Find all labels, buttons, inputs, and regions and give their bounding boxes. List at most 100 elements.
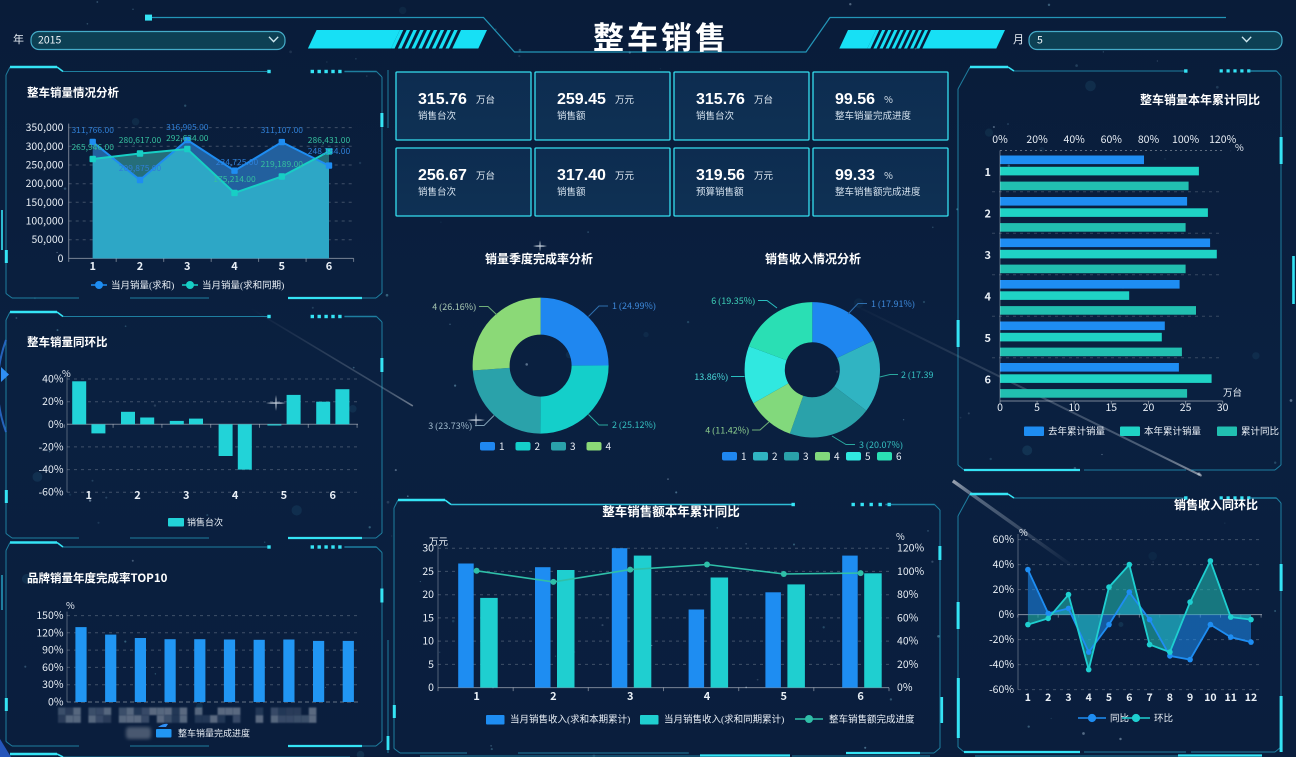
svg-text:去年累计销量: 去年累计销量 [1048,424,1106,438]
svg-text:3: 3 [183,487,190,503]
svg-text:当月销量(求和同期): 当月销量(求和同期) [202,278,284,292]
svg-text:4 (11.42%): 4 (11.42%) [705,424,749,437]
svg-text:-20%: -20% [39,439,64,454]
svg-text:销售台次: 销售台次 [187,516,223,529]
svg-text:2: 2 [985,206,992,222]
svg-text:整车销售额完成进度: 整车销售额完成进度 [829,712,915,726]
svg-text:6: 6 [896,448,902,463]
svg-text:219,189.00: 219,189.00 [261,158,304,170]
svg-text:150,000: 150,000 [26,195,64,210]
svg-text:0%: 0% [999,607,1015,622]
svg-text:销售台次: 销售台次 [418,184,457,198]
svg-text:40%: 40% [993,557,1015,572]
svg-text:300,000: 300,000 [26,139,64,154]
svg-text:万台: 万台 [754,92,773,106]
svg-text:%: % [884,168,893,182]
svg-text:1 (17.91%): 1 (17.91%) [871,297,915,310]
svg-text:20: 20 [1143,400,1155,415]
svg-text:月: 月 [1013,31,1024,47]
svg-text:15: 15 [1105,400,1117,415]
svg-text:209,875.00: 209,875.00 [119,162,162,174]
svg-text:248,384.00: 248,384.00 [308,145,351,157]
svg-text:销量季度完成率分析: 销量季度完成率分析 [485,250,593,267]
svg-text:-60%: -60% [989,682,1014,697]
svg-text:13.86%): 13.86%) [694,370,728,383]
svg-text:100,000: 100,000 [26,214,64,229]
svg-text:万元: 万元 [615,168,635,182]
svg-text:10: 10 [1068,400,1080,415]
svg-text:8: 8 [1167,690,1173,705]
svg-text:350,000: 350,000 [26,120,64,135]
svg-text:292,634.00: 292,634.00 [166,132,209,144]
svg-text:2: 2 [134,487,141,503]
svg-text:256.67: 256.67 [418,167,467,184]
svg-text:%: % [884,92,893,106]
svg-text:3 (20.07%): 3 (20.07%) [859,438,903,451]
svg-text:累计同比: 累计同比 [1241,424,1279,438]
svg-text:整车销量完成进度: 整车销量完成进度 [178,727,250,740]
svg-text:环比: 环比 [1154,711,1173,725]
svg-text:3: 3 [184,258,191,274]
svg-text:319.56: 319.56 [696,167,745,184]
svg-text:4: 4 [1086,690,1092,705]
svg-text:120%: 120% [897,541,924,556]
svg-text:整车销量情况分析: 整车销量情况分析 [27,85,119,101]
svg-text:280,617.00: 280,617.00 [119,134,162,146]
svg-text:0: 0 [428,680,434,695]
svg-text:1: 1 [473,688,480,704]
svg-text:20%: 20% [897,657,919,672]
svg-text:-60%: -60% [39,485,64,500]
svg-text:1: 1 [89,258,96,274]
svg-text:175,214.00: 175,214.00 [213,173,256,185]
svg-text:0%: 0% [48,695,64,710]
svg-text:5: 5 [781,688,788,704]
svg-text:4: 4 [834,448,840,463]
svg-text:60%: 60% [897,610,919,625]
svg-text:10: 10 [1204,690,1216,705]
svg-text:万台: 万台 [476,92,495,106]
svg-text:20%: 20% [1026,132,1048,147]
svg-text:3: 3 [570,438,576,453]
svg-text:-40%: -40% [989,657,1014,672]
svg-text:5: 5 [1034,400,1040,415]
svg-text:%: % [896,529,905,543]
svg-text:60%: 60% [42,660,64,675]
svg-text:0%: 0% [897,680,913,695]
svg-text:311,766.00: 311,766.00 [71,124,114,136]
svg-text:万台: 万台 [1223,385,1242,399]
svg-text:2: 2 [137,258,144,274]
svg-text:4 (26.16%): 4 (26.16%) [432,300,476,313]
svg-text:1: 1 [1025,690,1031,705]
svg-text:4: 4 [985,289,992,305]
svg-text:259.45: 259.45 [557,91,606,108]
svg-text:万元: 万元 [429,534,449,548]
svg-text:本年累计销量: 本年累计销量 [1144,424,1202,438]
svg-text:315.76: 315.76 [696,91,745,108]
svg-text:整车销量本年累计同比: 整车销量本年累计同比 [1140,91,1260,108]
svg-text:6: 6 [1126,690,1132,705]
svg-text:2 (25.12%): 2 (25.12%) [612,418,656,431]
svg-text:3: 3 [803,448,809,463]
svg-text:250,000: 250,000 [26,158,64,173]
svg-text:100%: 100% [897,564,924,579]
svg-text:20: 20 [422,587,434,602]
svg-text:1 (24.99%): 1 (24.99%) [612,299,656,312]
svg-text:286,431.00: 286,431.00 [308,134,351,146]
svg-text:3 (23.73%): 3 (23.73%) [428,419,472,432]
svg-text:4: 4 [704,688,711,704]
svg-text:2: 2 [550,688,557,704]
svg-text:100%: 100% [1172,132,1199,147]
svg-text:15: 15 [422,610,434,625]
svg-text:4: 4 [606,438,612,453]
svg-text:2: 2 [535,438,541,453]
svg-text:销售收入同环比: 销售收入同环比 [1174,496,1258,513]
svg-text:销售台次: 销售台次 [418,108,457,122]
svg-text:0%: 0% [992,132,1008,147]
svg-text:25: 25 [1180,400,1192,415]
svg-text:80%: 80% [897,587,919,602]
svg-text:%: % [62,366,71,380]
svg-text:预算销售额: 预算销售额 [696,184,744,198]
svg-text:80%: 80% [1138,132,1160,147]
svg-text:1: 1 [85,487,92,503]
svg-text:1: 1 [499,438,505,453]
